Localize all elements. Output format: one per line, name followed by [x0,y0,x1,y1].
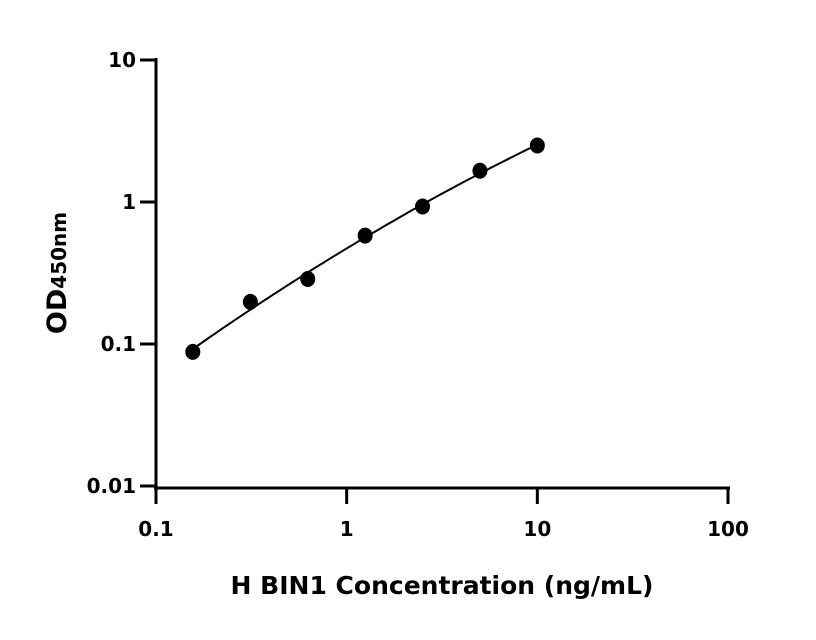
data-point [300,270,316,287]
data-point [529,137,545,154]
x-axis-label: H BIN1 Concentration (ng/mL) [231,571,654,600]
y-tick-label: 1 [122,190,136,214]
data-points [185,137,545,360]
x-tick-label: 1 [340,517,354,541]
y-tick-label: 0.1 [101,332,136,356]
y-axis-label-main: OD [42,289,73,334]
data-point [415,198,431,215]
x-tick-label: 0.1 [138,517,173,541]
data-point [357,227,373,244]
data-point [242,293,258,310]
data-point [472,162,488,179]
x-tick-label: 100 [707,517,749,541]
x-tick-label: 10 [523,517,551,541]
y-axis-label-subscript: 450nm [47,212,71,289]
data-point [185,343,201,360]
y-tick-label: 10 [108,48,136,72]
svg-text:OD450nm: OD450nm [42,212,73,334]
y-axis-label: OD450nm [42,212,73,334]
y-tick-label: 0.01 [87,474,136,498]
